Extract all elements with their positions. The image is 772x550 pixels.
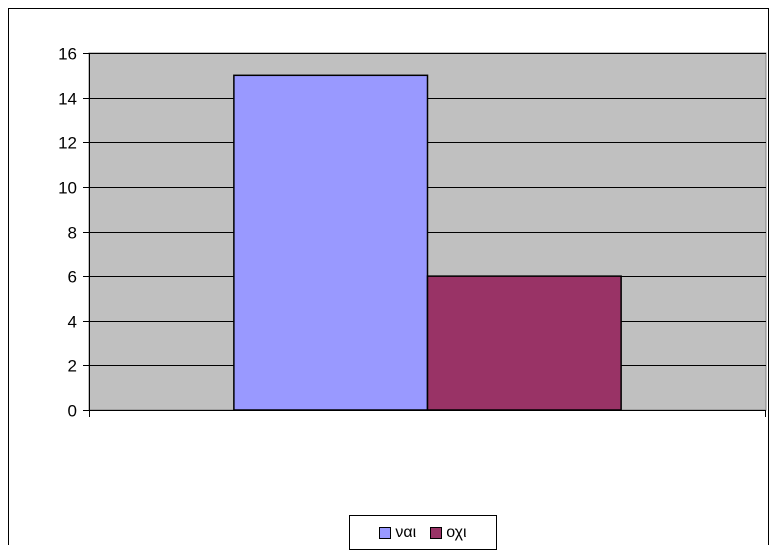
y-tick-label: 12: [58, 134, 77, 153]
legend-label-oxi: οχι: [446, 523, 467, 541]
y-tick-label: 8: [68, 224, 77, 243]
y-tick-label: 2: [68, 357, 77, 376]
y-tick-label: 10: [58, 179, 77, 198]
bar-oxi: [426, 275, 622, 411]
legend-item-oxi: οχι: [430, 523, 467, 542]
legend-swatch-nai: [379, 526, 392, 539]
legend-label-nai: ναι: [395, 523, 417, 541]
legend-swatch-oxi: [430, 526, 443, 539]
y-tick-label: 4: [68, 313, 77, 332]
y-tick-label: 0: [68, 402, 77, 421]
y-tick-label: 16: [58, 45, 77, 64]
legend-item-nai: ναι: [379, 524, 416, 542]
bar-nai: [233, 74, 429, 411]
y-tick-label: 14: [58, 90, 77, 109]
y-tick-label: 6: [68, 268, 77, 287]
legend: ναι οχι: [349, 515, 497, 550]
